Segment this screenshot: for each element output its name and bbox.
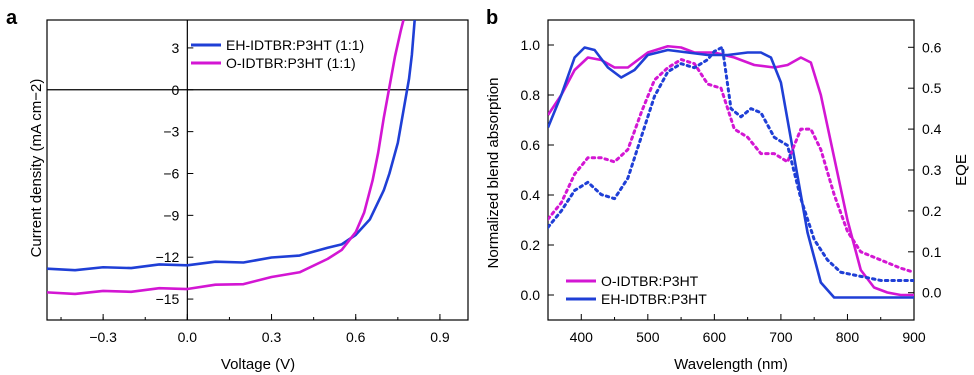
panel-a-ytick-label: −3 xyxy=(163,124,179,140)
panel-b-series-line-3 xyxy=(548,47,914,280)
panel-b-xlabel: Wavelength (nm) xyxy=(674,356,788,373)
panel-b-xtick-label: 600 xyxy=(703,329,727,345)
panel-b-xtick-label: 500 xyxy=(636,329,660,345)
panel-b-series-group xyxy=(548,46,914,297)
panel-b-xtick-label: 800 xyxy=(836,329,860,345)
panel-b-y2label: EQE xyxy=(953,154,970,186)
panel-a-ylabel: Current density (mA cm−2) xyxy=(28,79,45,258)
panel-a-legend-label-1: O-IDTBR:P3HT (1:1) xyxy=(226,55,356,71)
panel-b-y2tick-label: 0.0 xyxy=(922,285,942,301)
panel-b-series-line-2 xyxy=(548,60,914,273)
panel-a-ytick-label: 0 xyxy=(172,82,180,98)
panel-letter-a: a xyxy=(6,7,18,29)
panel-b-ytick-label: 0.2 xyxy=(521,237,541,253)
panel-b-ytick-label: 0.4 xyxy=(521,187,541,203)
panel-a-ytick-label: 3 xyxy=(172,40,180,56)
panel-b-y2tick-label: 0.2 xyxy=(922,203,942,219)
panel-b-ytick-label: 1.0 xyxy=(521,37,541,53)
panel-b-y2tick-label: 0.6 xyxy=(922,39,942,55)
panel-b-series-line-0 xyxy=(548,46,914,295)
panel-letter-b: b xyxy=(486,7,498,29)
panel-b-ylabel: Normalized blend absorption xyxy=(485,78,502,269)
plot-b: 400 500 600 700 800 900 0.0 0.2 0.4 0.6 0.8 1.0 0.0 0… xyxy=(521,20,942,345)
panel-a-ytick-label: −15 xyxy=(156,291,180,307)
panel-b-y2tick-label: 0.4 xyxy=(922,121,942,137)
plot-a: −0.3 0.0 0.3 0.6 0.9 3 0 −3 −6 −9 −12 −15 EH-IDTBR:P… xyxy=(47,20,468,345)
panel-a-xtick-label: 0.0 xyxy=(178,329,198,345)
panel-a-legend: EH-IDTBR:P3HT (1:1) O-IDTBR:P3HT (1:1) xyxy=(191,37,364,71)
panel-a-ytick-label: −12 xyxy=(156,249,180,265)
panel-b-y2tick-label: 0.3 xyxy=(922,162,942,178)
panel-b-legend-label-0: O-IDTBR:P3HT xyxy=(601,273,699,289)
panel-b-xtick-label: 700 xyxy=(769,329,793,345)
panel-b-ytick-label: 0.8 xyxy=(521,87,541,103)
panel-b-xtick-label: 400 xyxy=(570,329,594,345)
panel-a-ytick-label: −6 xyxy=(163,165,179,181)
panel-b-ytick-label: 0.0 xyxy=(521,287,541,303)
panel-b-ytick-label: 0.6 xyxy=(521,137,541,153)
panel-a-ytick-label: −9 xyxy=(163,207,179,223)
panel-a-xtick-label: 0.3 xyxy=(262,329,282,345)
panel-a-xlabel: Voltage (V) xyxy=(221,356,295,373)
panel-b-legend: O-IDTBR:P3HT EH-IDTBR:P3HT xyxy=(566,273,707,307)
panel-a-legend-label-0: EH-IDTBR:P3HT (1:1) xyxy=(226,37,364,53)
panel-b-y2tick-label: 0.1 xyxy=(922,244,942,260)
panel-b-legend-label-1: EH-IDTBR:P3HT xyxy=(601,291,707,307)
panel-a-xtick-label: 0.9 xyxy=(430,329,450,345)
panel-a-xtick-label: −0.3 xyxy=(89,329,117,345)
panel-a-xtick-label: 0.6 xyxy=(346,329,366,345)
panel-b-y2tick-label: 0.5 xyxy=(922,80,942,96)
panel-b-xtick-label: 900 xyxy=(902,329,926,345)
